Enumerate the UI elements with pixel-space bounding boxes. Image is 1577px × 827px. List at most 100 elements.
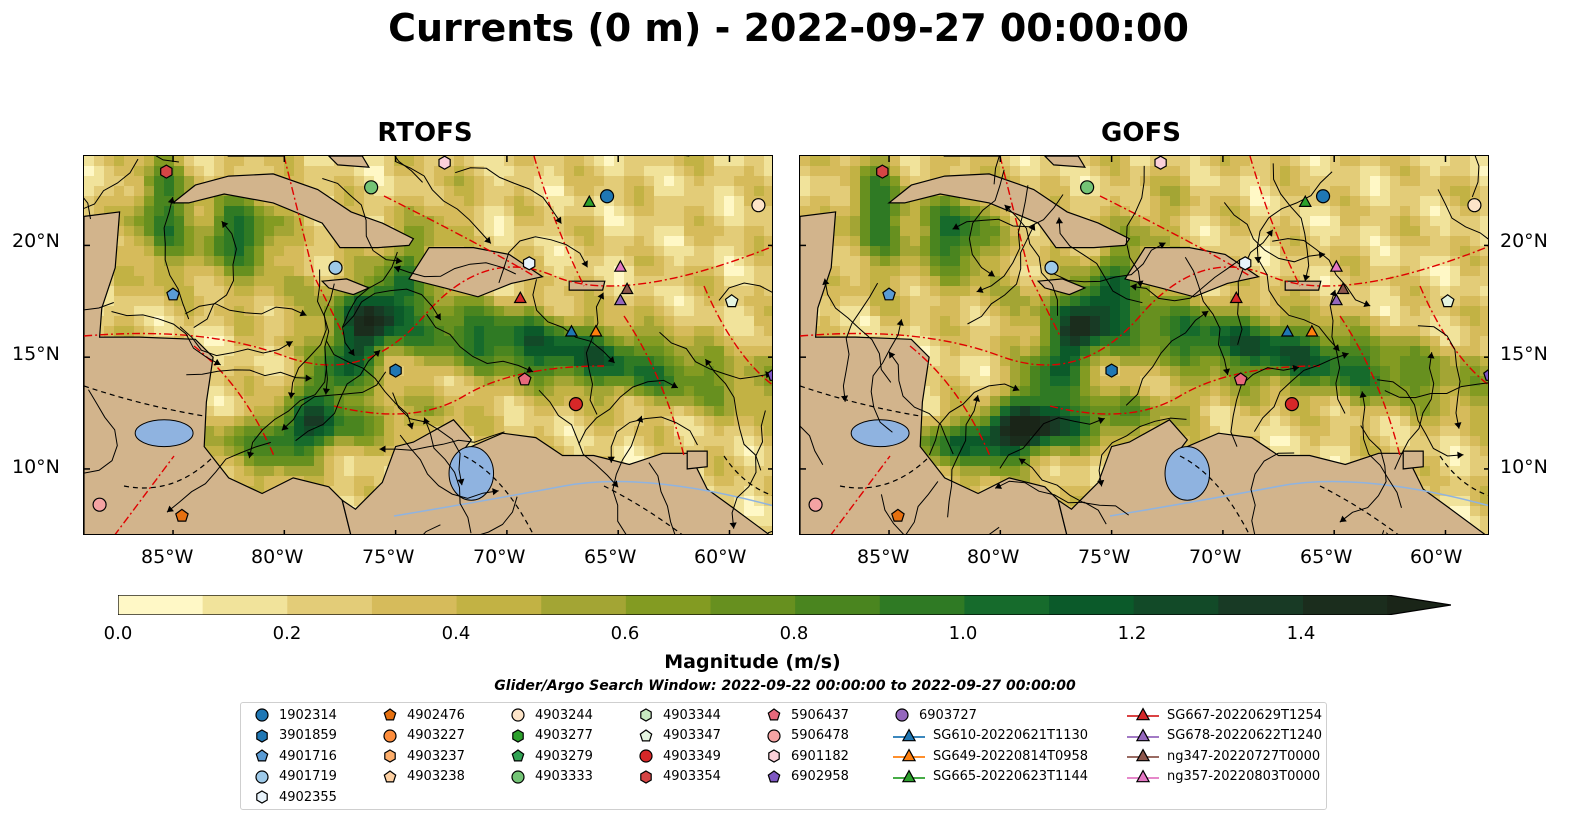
legend-symbol <box>768 749 780 763</box>
legend-marker <box>1135 748 1151 762</box>
panel-title-gofs: GOFS <box>1101 118 1181 148</box>
land-trinidad <box>1402 450 1424 470</box>
legend-symbol <box>893 727 925 741</box>
legend-item-3901859: 3901859 <box>253 726 337 746</box>
marker-1902314 <box>599 189 615 204</box>
legend-item-4901716: 4901716 <box>253 746 337 766</box>
colorbar-tick: 0.2 <box>272 623 302 644</box>
legend-item-4903279: 4903279 <box>509 746 593 766</box>
land-cuba <box>887 173 1131 249</box>
marker-SG610-20220621T1130 <box>564 324 579 337</box>
legend-item-4902355: 4902355 <box>253 787 337 807</box>
marker-SG667-20220629T1254 <box>513 290 527 304</box>
lon-label-75w: 75°W <box>362 546 415 568</box>
colorbar-segment <box>1218 595 1304 615</box>
legend-item-SG649-20220814T0958: SG649-20220814T0958 <box>893 746 1088 766</box>
legend-marker <box>384 749 396 763</box>
land-bahamas <box>327 156 371 168</box>
search-window-text: Glider/Argo Search Window: 2022-09-22 00… <box>494 678 1076 694</box>
legend-symbol <box>512 728 524 743</box>
lon-label-75w-gofs: 75°W <box>1078 546 1131 568</box>
marker-4902476 <box>175 508 189 522</box>
river <box>1109 480 1488 517</box>
lon-label-85w: 85°W <box>141 546 194 568</box>
legend-item-SG667-20220629T1254: SG667-20220629T1254 <box>1127 705 1322 725</box>
land-southAmerica <box>341 419 770 534</box>
lat-label-15n-right: 15°N <box>1500 343 1548 365</box>
legend-symbol <box>767 708 781 721</box>
legend-symbol <box>383 769 397 782</box>
marker-SG678-20220622T1240 <box>613 293 628 306</box>
legend-marker <box>256 790 268 804</box>
legend-marker <box>255 708 269 722</box>
legend-marker <box>767 769 781 782</box>
legend-item-4903354: 4903354 <box>637 767 721 787</box>
legend-marker <box>256 728 268 743</box>
lake <box>850 419 910 448</box>
legend-symbol <box>767 728 781 743</box>
colorbar-segment <box>625 595 711 615</box>
legend-symbol <box>255 769 269 784</box>
legend-item-4903333: 4903333 <box>509 767 593 787</box>
marker-5906437 <box>517 372 532 386</box>
marker-5906478 <box>92 497 107 512</box>
lon-label-70w: 70°W <box>473 546 526 568</box>
legend-label: 4903354 <box>663 769 721 784</box>
legend-symbol <box>893 768 925 782</box>
colorbar-segment <box>541 595 627 615</box>
marker-ng347-20220727T0000 <box>620 282 634 295</box>
legend-marker <box>639 749 653 763</box>
marker-ng357-20220803T0000 <box>1329 259 1344 272</box>
legend-label: 4903279 <box>535 748 593 764</box>
legend-label: 4903238 <box>407 769 465 784</box>
observation-markers <box>808 156 1488 522</box>
legend-marker <box>767 708 781 721</box>
colorbar <box>117 594 1452 616</box>
lon-label-60w-gofs: 60°W <box>1410 546 1463 568</box>
legend-label: 4903347 <box>663 728 721 743</box>
legend-label: 4902355 <box>279 789 337 805</box>
legend-label: 4903244 <box>535 707 593 723</box>
land <box>800 156 1486 534</box>
legend-item-SG665-20220623T1144: SG665-20220623T1144 <box>893 767 1088 787</box>
colorbar-segment <box>1133 595 1219 615</box>
legend-item-ng357-20220803T0000: ng357-20220803T0000 <box>1127 767 1320 787</box>
marker-4901719 <box>328 260 343 275</box>
legend-label: 4903277 <box>535 728 593 743</box>
marker-3901859 <box>389 363 402 378</box>
marker-4901716 <box>882 287 896 301</box>
lon-label-70w-gofs: 70°W <box>1189 546 1242 568</box>
legend-item-4903227: 4903227 <box>381 726 465 746</box>
lake <box>134 419 194 448</box>
legend-marker <box>901 748 917 762</box>
lake <box>1164 446 1211 501</box>
panel-title-rtofs: RTOFS <box>377 118 473 148</box>
colorbar-segment <box>371 595 458 615</box>
legend-item-1902314: 1902314 <box>253 705 337 725</box>
legend-marker <box>511 769 525 784</box>
marker-SG665-20220623T1144 <box>1298 194 1312 208</box>
legend-marker <box>1135 707 1151 721</box>
eez-lines <box>84 156 772 534</box>
marker-3901859 <box>1105 363 1118 378</box>
marker-SG649-20220814T0958 <box>1305 324 1319 337</box>
legend-symbol <box>639 749 653 763</box>
legend-marker <box>1135 727 1151 741</box>
legend-symbol <box>256 728 268 743</box>
legend: 1902314 3901859 4901716 4901719 4902355 49024… <box>240 702 1327 810</box>
axis-ticks <box>800 156 1488 534</box>
land-hispaniola <box>1124 247 1261 298</box>
marker-4901716 <box>166 287 180 301</box>
land-southAmerica <box>1057 419 1486 534</box>
legend-marker <box>895 708 909 722</box>
lon-label-80w: 80°W <box>251 546 304 568</box>
legend-item-5906437: 5906437 <box>765 705 849 725</box>
legend-label: 1902314 <box>279 707 337 723</box>
lon-label-60w: 60°W <box>694 546 747 568</box>
land-hispaniola <box>408 247 545 298</box>
legend-label: 6902958 <box>791 769 849 784</box>
colorbar-segment <box>795 595 881 615</box>
colorbar-tick: 1.2 <box>1117 623 1147 644</box>
marker-4903349 <box>1284 397 1300 412</box>
river <box>393 480 772 517</box>
